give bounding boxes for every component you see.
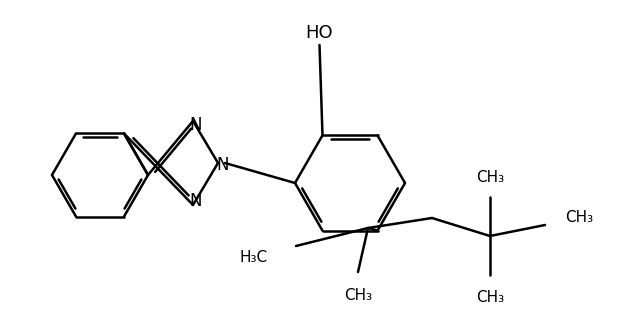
Text: N: N bbox=[189, 192, 202, 210]
Text: HO: HO bbox=[306, 24, 333, 42]
Text: CH₃: CH₃ bbox=[344, 288, 372, 303]
Text: N: N bbox=[217, 156, 229, 174]
Text: CH₃: CH₃ bbox=[565, 211, 593, 226]
Text: CH₃: CH₃ bbox=[476, 290, 504, 305]
Text: N: N bbox=[189, 116, 202, 134]
Text: H₃C: H₃C bbox=[240, 250, 268, 265]
Text: CH₃: CH₃ bbox=[476, 170, 504, 185]
